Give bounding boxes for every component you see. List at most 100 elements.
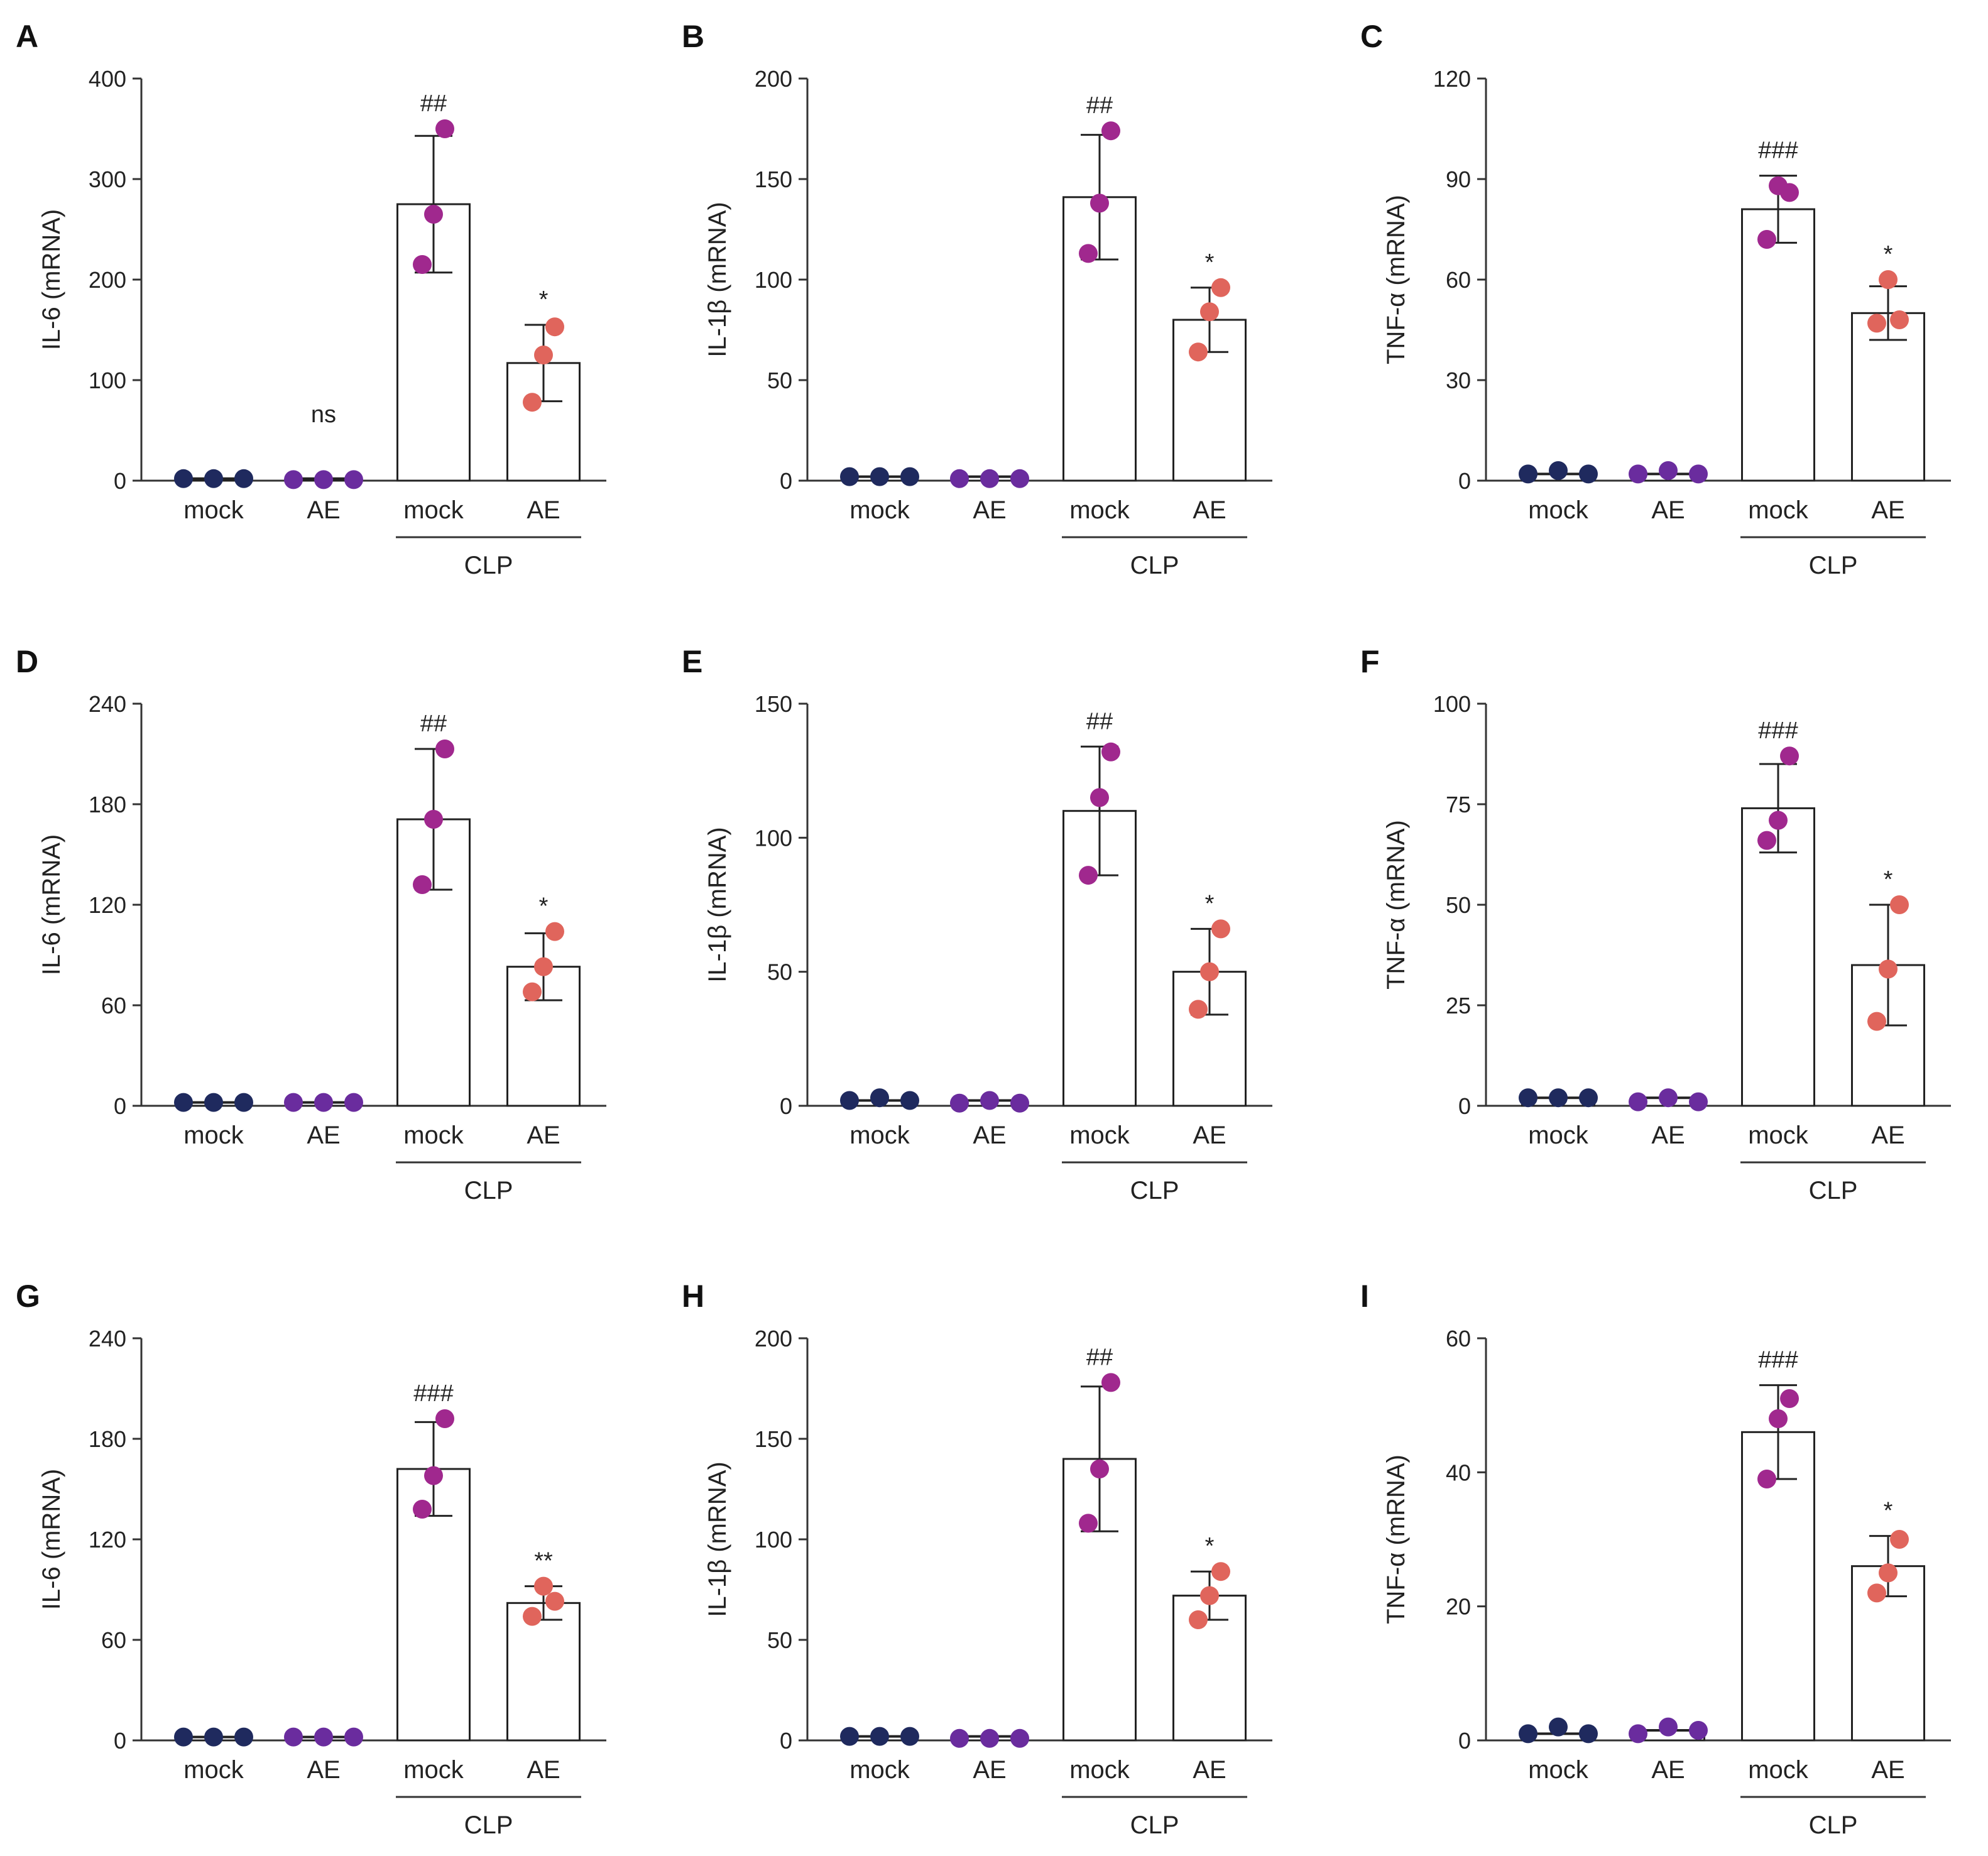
y-tick-label: 100 [89, 368, 126, 393]
x-category-label: mock [1528, 496, 1589, 524]
data-point [1867, 314, 1886, 333]
significance-label: ## [1086, 708, 1113, 734]
y-tick-label: 0 [114, 468, 126, 494]
y-tick-label: 0 [780, 1728, 792, 1754]
x-category-label: mock [183, 496, 244, 524]
data-point [1689, 1721, 1708, 1740]
data-point [314, 1727, 333, 1747]
x-category-label: mock [1528, 1122, 1589, 1149]
significance-label: * [1205, 890, 1215, 917]
panel-letter: H [682, 1279, 704, 1314]
significance-label: * [1884, 866, 1893, 893]
group-label: CLP [464, 1177, 513, 1204]
panel-letter: I [1360, 1279, 1369, 1314]
data-point [840, 1091, 859, 1110]
data-point [1519, 1088, 1537, 1108]
significance-label: ## [420, 711, 447, 737]
y-tick-label: 180 [89, 1426, 126, 1452]
data-point [1579, 1088, 1598, 1108]
y-tick-label: 180 [89, 792, 126, 817]
y-axis-title: IL-1β (mRNA) [704, 202, 731, 357]
x-category-label: mock [1748, 496, 1809, 524]
y-tick-label: 30 [1446, 368, 1471, 393]
data-point [950, 469, 969, 488]
data-point [1189, 342, 1208, 362]
significance-label: * [539, 287, 549, 313]
data-point [1689, 1092, 1708, 1111]
data-point [344, 470, 363, 489]
data-point [950, 1728, 969, 1748]
x-category-label: AE [527, 1756, 560, 1784]
data-point [204, 1093, 223, 1112]
data-point [1890, 310, 1909, 329]
data-point [870, 1727, 889, 1746]
y-tick-label: 0 [1458, 468, 1471, 494]
data-point [234, 469, 253, 488]
y-tick-label: 150 [755, 691, 792, 717]
data-point [424, 810, 443, 829]
x-category-label: mock [1069, 1122, 1130, 1149]
x-category-label: AE [1193, 1122, 1226, 1149]
data-point [1189, 1610, 1208, 1629]
significance-label: ## [1086, 92, 1113, 119]
data-point [523, 1607, 542, 1626]
significance-label: ## [420, 90, 447, 117]
data-point [840, 1727, 859, 1746]
data-point [284, 470, 303, 489]
y-tick-label: 60 [1446, 1326, 1471, 1351]
group-label: CLP [1130, 1177, 1179, 1204]
data-point [174, 1093, 193, 1112]
x-category-label: mock [1069, 496, 1130, 524]
significance-label: ### [1758, 138, 1798, 164]
panel-b: B 0 50 100 150 200 IL-1β (mRNA) mock AE mock ## AE *… [682, 19, 1272, 579]
x-category-label: mock [1748, 1122, 1809, 1149]
y-tick-label: 400 [89, 66, 126, 92]
panel-letter: A [16, 19, 38, 54]
y-tick-label: 50 [767, 1627, 792, 1653]
significance-label: ## [1086, 1344, 1113, 1370]
y-tick-label: 120 [89, 892, 126, 918]
data-point [870, 1088, 889, 1108]
y-tick-label: 0 [1458, 1093, 1471, 1119]
data-point [980, 1728, 999, 1748]
x-category-label: AE [307, 496, 340, 524]
data-point [950, 1093, 969, 1113]
y-tick-label: 100 [755, 825, 792, 851]
y-tick-label: 300 [89, 166, 126, 192]
y-tick-label: 120 [89, 1527, 126, 1553]
y-tick-label: 60 [1446, 267, 1471, 293]
y-axis-title: IL-6 (mRNA) [38, 834, 65, 975]
data-point [1879, 270, 1898, 289]
y-tick-label: 120 [1433, 66, 1471, 92]
data-point [1629, 1724, 1647, 1744]
significance-label: * [1205, 249, 1215, 276]
significance-label: ns [311, 401, 336, 428]
data-point [1867, 1012, 1886, 1031]
panel-letter: E [682, 644, 702, 679]
x-category-label: mock [849, 1756, 910, 1784]
x-category-label: AE [1193, 1756, 1226, 1784]
data-point [1010, 469, 1029, 488]
data-point [870, 467, 889, 486]
panel-f: F 0 25 50 75 100 TNF-α (mRNA) mock AE mock ### AE * C… [1360, 644, 1951, 1204]
data-point [545, 1591, 564, 1611]
data-point [234, 1727, 253, 1747]
panel-h: H 0 50 100 150 200 IL-1β (mRNA) mock AE mock ## AE *… [682, 1279, 1272, 1839]
y-tick-label: 0 [114, 1728, 126, 1754]
data-point [204, 1727, 223, 1747]
panel-d: D 0 60 120 180 240 IL-6 (mRNA) mock AE mock ## AE * C… [16, 644, 606, 1204]
data-point [1769, 1409, 1788, 1428]
data-point [1189, 1000, 1208, 1019]
data-point [1010, 1728, 1029, 1748]
group-label: CLP [1809, 1177, 1858, 1204]
x-category-label: AE [973, 1756, 1006, 1784]
x-category-label: mock [1748, 1756, 1809, 1784]
data-point [314, 470, 333, 489]
data-point [1519, 464, 1537, 484]
data-point [1211, 919, 1230, 939]
data-point [1211, 1562, 1230, 1581]
data-point [1090, 788, 1109, 807]
y-axis-title: IL-1β (mRNA) [704, 1461, 731, 1617]
x-category-label: AE [1651, 1756, 1685, 1784]
